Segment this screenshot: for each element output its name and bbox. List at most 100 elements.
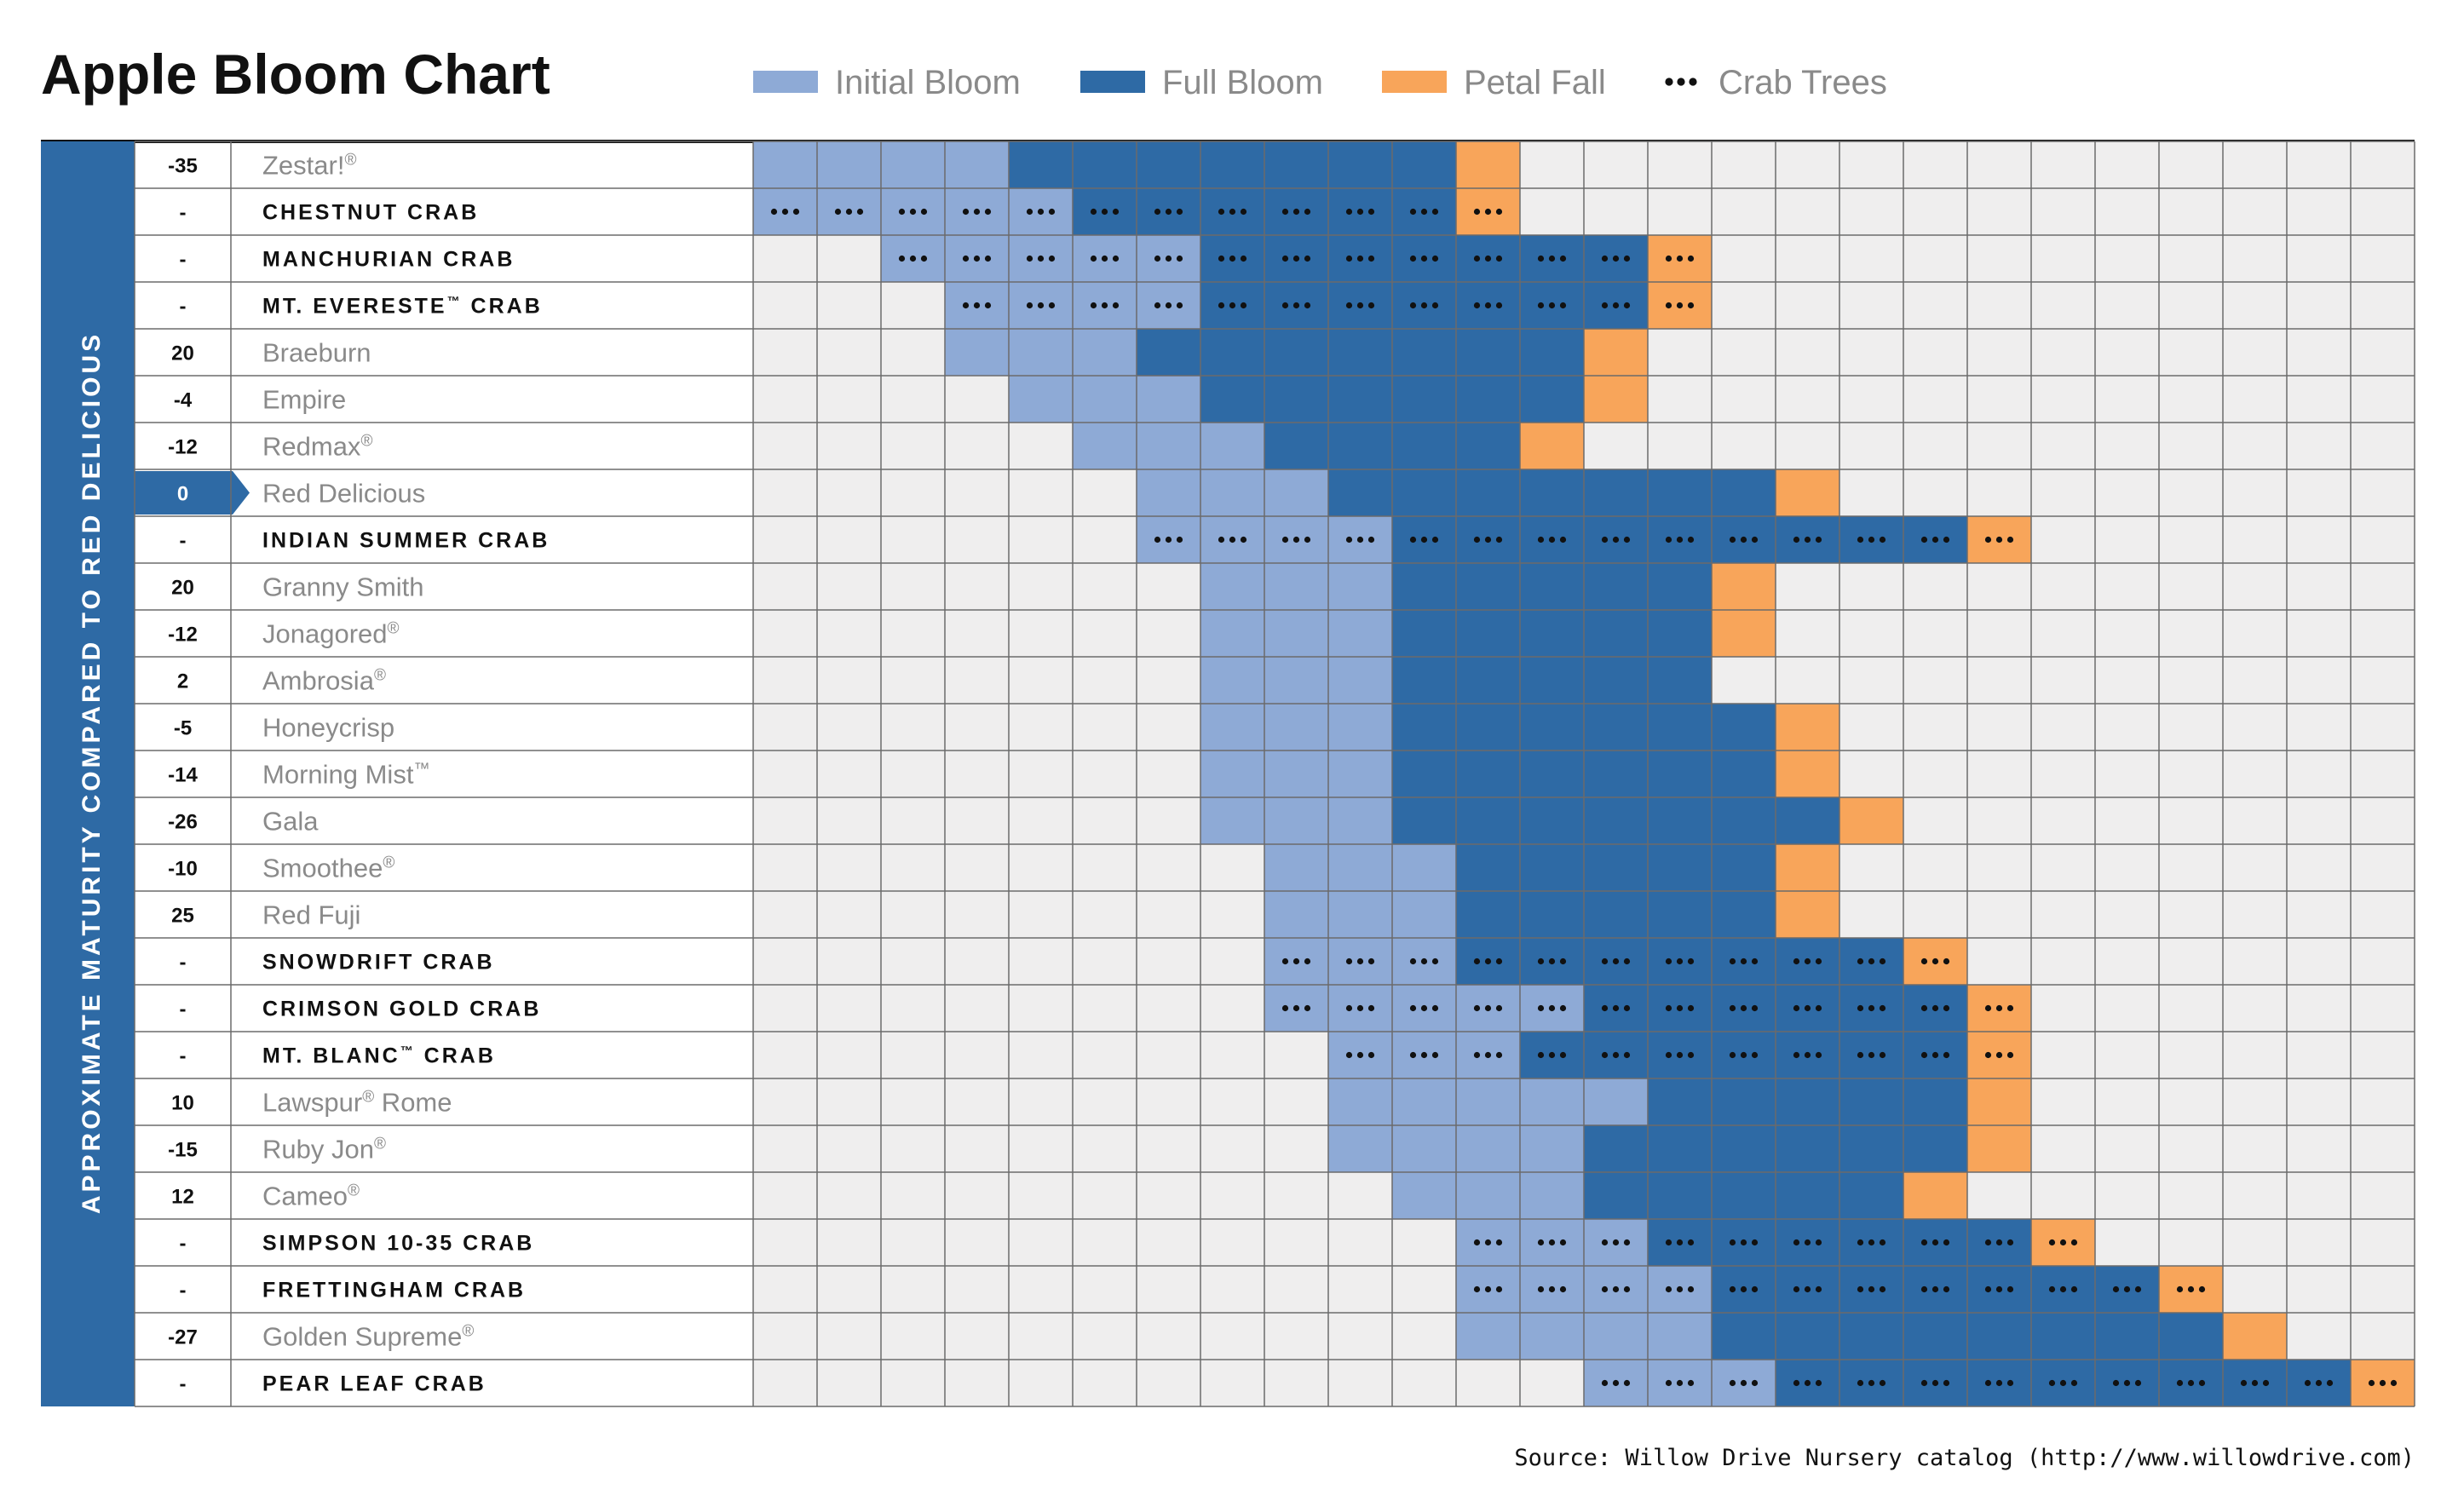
crab-dot — [1537, 958, 1545, 965]
crab-dot — [1804, 1051, 1811, 1059]
empty-cell — [1009, 657, 1073, 704]
crab-dot — [1729, 1285, 1736, 1293]
empty-cell — [881, 423, 945, 469]
crab-dot — [1431, 255, 1439, 262]
empty-cell — [1009, 797, 1073, 844]
crab-dot — [1548, 536, 1556, 543]
empty-cell — [1200, 1313, 1264, 1360]
crab-dot — [1356, 536, 1364, 543]
crab-dot — [1931, 536, 1939, 543]
crab-dot — [1995, 1051, 2003, 1059]
empty-cell — [1200, 1032, 1264, 1078]
crab-dot — [2006, 1285, 2014, 1293]
crab-dot — [1420, 1004, 1428, 1012]
empty-cell — [753, 1078, 817, 1125]
crab-dot — [1920, 1379, 1928, 1387]
bloom-cell-full — [1392, 141, 1456, 188]
crab-dot — [2048, 1239, 2056, 1246]
empty-cell — [2095, 188, 2159, 235]
empty-cell — [2031, 657, 2095, 704]
variety-name-text: Empire — [262, 385, 346, 415]
empty-cell — [1264, 1172, 1328, 1219]
empty-cell — [2223, 750, 2287, 797]
crab-dot — [1984, 536, 1992, 543]
empty-cell — [1200, 1219, 1264, 1266]
empty-cell — [2351, 329, 2415, 376]
crab-dot — [1229, 208, 1236, 216]
maturity-value: -5 — [174, 717, 192, 740]
empty-cell — [2351, 1266, 2415, 1313]
empty-cell — [1967, 141, 2031, 188]
bloom-cell-full — [1520, 563, 1584, 610]
grid-lines — [134, 141, 2415, 1407]
empty-cell — [1903, 891, 1967, 938]
empty-cell — [1073, 844, 1137, 891]
empty-cell — [1839, 610, 1903, 657]
table-row: 0 Red Delicious — [135, 469, 2415, 516]
crab-dot — [1292, 1004, 1300, 1012]
empty-cell — [1967, 329, 2031, 376]
crab-dot — [1740, 1004, 1747, 1012]
crab-dot — [1345, 208, 1353, 216]
empty-cell — [817, 750, 881, 797]
empty-cell — [1520, 1360, 1584, 1406]
bloom-cell-full — [1392, 610, 1456, 657]
empty-cell — [817, 282, 881, 329]
crab-dot — [1165, 536, 1172, 543]
variety-name: Braeburn — [262, 338, 371, 368]
crab-dot — [973, 208, 981, 216]
empty-cell — [1328, 1172, 1392, 1219]
empty-cell — [2223, 985, 2287, 1032]
crab-dot — [2048, 1285, 2056, 1293]
empty-cell — [817, 938, 881, 985]
bloom-cell-full — [1392, 657, 1456, 704]
crab-dot — [1601, 302, 1609, 309]
bloom-cell-full — [1648, 1125, 1712, 1172]
empty-cell — [1648, 376, 1712, 423]
maturity-value: -4 — [174, 389, 193, 412]
crab-dot — [1857, 1239, 1864, 1246]
crab-dot — [1367, 255, 1375, 262]
bloom-cell-petal — [1776, 750, 1839, 797]
crab-dot — [1868, 1379, 1875, 1387]
bloom-cell-full — [1648, 610, 1712, 657]
crab-dot — [1484, 1285, 1492, 1293]
empty-cell — [945, 1266, 1009, 1313]
crab-dot — [1345, 1004, 1353, 1012]
empty-cell — [1967, 610, 2031, 657]
crab-dot — [1229, 255, 1236, 262]
empty-cell — [1073, 938, 1137, 985]
bloom-cell-full — [1456, 704, 1520, 750]
crab-dot — [1729, 1379, 1736, 1387]
empty-cell — [1967, 750, 2031, 797]
empty-cell — [1967, 235, 2031, 282]
bloom-cell-full — [1648, 891, 1712, 938]
empty-cell — [2287, 469, 2351, 516]
maturity-value: 20 — [171, 342, 194, 365]
empty-cell — [817, 610, 881, 657]
crab-dot — [1356, 255, 1364, 262]
variety-name: Ruby Jon® — [262, 1135, 386, 1165]
crab-dot — [1995, 1239, 2003, 1246]
empty-cell — [1137, 1078, 1200, 1125]
empty-cell — [2287, 423, 2351, 469]
crab-dot — [1345, 255, 1353, 262]
crab-dot — [1409, 1004, 1417, 1012]
variety-name: SIMPSON 10-35 CRAB — [262, 1232, 534, 1256]
empty-cell — [753, 516, 817, 563]
variety-name-text: MT. EVERESTE — [262, 295, 447, 319]
crab-dot — [1931, 1239, 1939, 1246]
empty-cell — [2159, 797, 2223, 844]
empty-cell — [881, 797, 945, 844]
trademark-mark: ® — [462, 1323, 474, 1341]
empty-cell — [1009, 891, 1073, 938]
bloom-cell-full — [1392, 329, 1456, 376]
crab-dot — [1751, 1239, 1759, 1246]
crab-dot — [920, 255, 928, 262]
variety-name-text: Cameo — [262, 1182, 348, 1211]
empty-cell — [1967, 282, 2031, 329]
bloom-cell-full — [1584, 704, 1648, 750]
bloom-cell-initial — [1648, 1313, 1712, 1360]
empty-cell — [2159, 657, 2223, 704]
variety-name: Honeycrisp — [262, 713, 394, 743]
